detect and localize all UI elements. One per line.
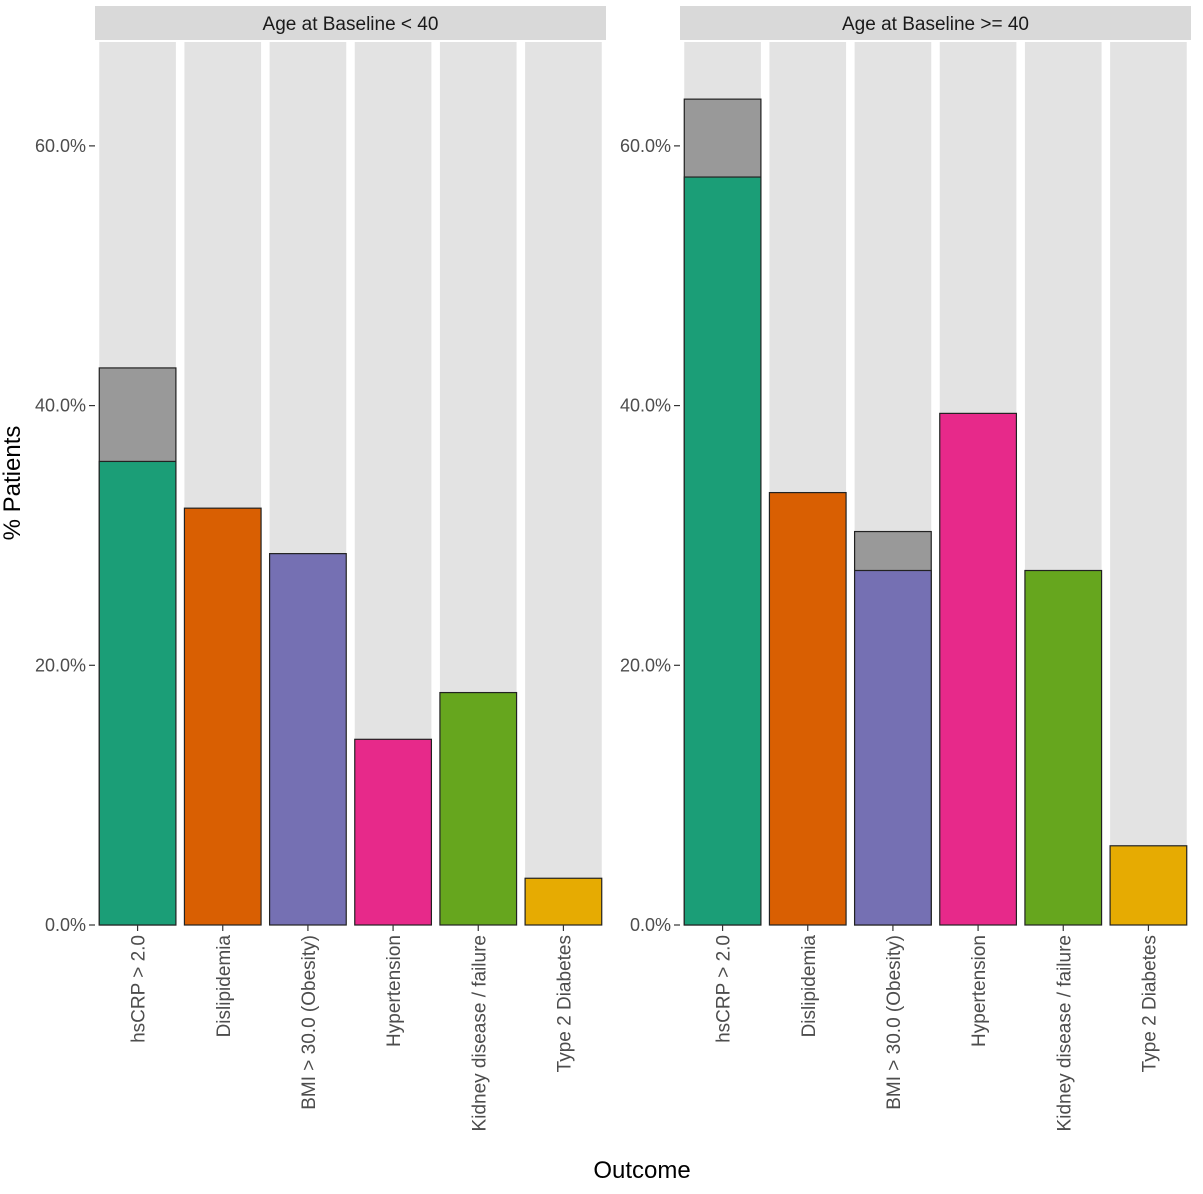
data-bar — [524, 877, 603, 926]
x-tick-label: Type 2 Diabetes — [554, 935, 575, 1072]
background-bar — [1110, 42, 1187, 925]
data-bar — [1109, 845, 1188, 926]
y-axis-title: % Patients — [0, 426, 26, 541]
data-bar — [354, 738, 433, 926]
x-tick-label: hsCRP > 2.0 — [714, 935, 735, 1043]
x-tick-label: Dislipidemia — [799, 935, 820, 1038]
data-bar — [98, 460, 177, 926]
x-tick-label: Dislipidemia — [214, 935, 235, 1038]
data-bar — [268, 553, 347, 926]
data-bar — [853, 569, 932, 926]
facet-strip — [95, 6, 606, 40]
y-tick-label: 0.0% — [630, 915, 671, 935]
x-tick-label: BMI > 30.0 (Obesity) — [299, 935, 320, 1110]
y-tick-label: 20.0% — [35, 655, 86, 675]
data-bar — [939, 412, 1018, 926]
y-tick-label: 60.0% — [620, 136, 671, 156]
x-tick-label: hsCRP > 2.0 — [129, 935, 150, 1043]
data-bar — [183, 507, 262, 926]
x-tick-label: Kidney disease / failure — [469, 935, 490, 1131]
x-tick-label: Type 2 Diabetes — [1139, 935, 1160, 1072]
x-tick-label: Kidney disease / failure — [1054, 935, 1075, 1131]
x-tick-label: Hypertension — [969, 935, 990, 1047]
data-bar — [439, 691, 518, 926]
y-tick-label: 20.0% — [620, 655, 671, 675]
x-axis-title: Outcome — [593, 1157, 690, 1184]
background-bar — [525, 42, 602, 925]
facet-strip-label: Age at Baseline >= 40 — [842, 14, 1029, 35]
y-tick-label: 40.0% — [620, 396, 671, 416]
x-tick-label: BMI > 30.0 (Obesity) — [884, 935, 905, 1110]
data-bar — [1024, 569, 1103, 926]
y-tick-label: 40.0% — [35, 396, 86, 416]
y-tick-label: 0.0% — [45, 915, 86, 935]
facet-strip-label: Age at Baseline < 40 — [263, 14, 439, 35]
data-bar — [768, 491, 847, 926]
y-tick-label: 60.0% — [35, 136, 86, 156]
x-tick-label: Hypertension — [384, 935, 405, 1047]
facet-strip — [680, 6, 1191, 40]
data-bar — [683, 176, 762, 926]
